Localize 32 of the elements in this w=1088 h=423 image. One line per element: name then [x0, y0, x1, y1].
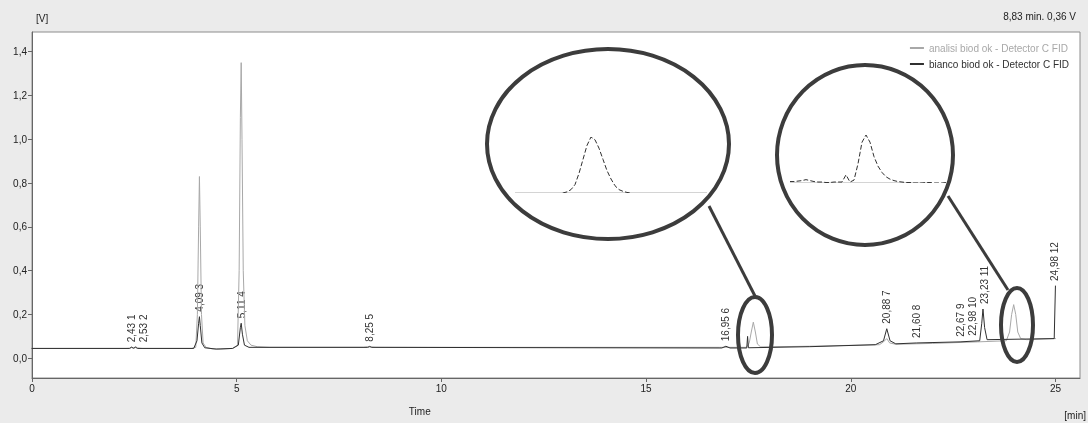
- text: 8,83 min. 0,36 V: [1003, 10, 1077, 22]
- legend-label: analisi biod ok - Detector C FID: [928, 42, 1068, 54]
- x-tick-label: 15: [640, 382, 653, 394]
- y-axis-title: [V]: [36, 12, 49, 24]
- annotation: 4,09 3: [193, 283, 205, 312]
- y-tick-label: 0,6: [13, 221, 28, 233]
- y-tick-label: 0,0: [13, 352, 28, 364]
- x-tick-label: 20: [845, 382, 857, 394]
- y-tick-label: 1,2: [13, 90, 28, 102]
- x-tick-label: 10: [435, 382, 448, 394]
- annotation: 2,53 2: [137, 314, 149, 343]
- annotation: 22,67 9: [954, 303, 966, 337]
- x-tick-label: 25: [1049, 382, 1062, 394]
- x-tick-label: 5: [233, 382, 240, 394]
- annotation: 21,60 8: [910, 304, 922, 338]
- y-tick-label: 0,4: [13, 265, 28, 277]
- annotation: 24,98 12: [1049, 241, 1061, 282]
- annotation: 22,98 10: [967, 296, 979, 336]
- annotation: 8,25 5: [364, 313, 376, 342]
- y-tick-label: 1,0: [13, 133, 28, 145]
- text: [min]: [1064, 409, 1087, 421]
- annotation: 16,95 6: [720, 307, 732, 342]
- annotation: 23,23 11: [979, 265, 991, 305]
- x-axis-title: Time: [408, 405, 432, 417]
- annotation: 20,88 7: [881, 289, 893, 324]
- y-tick-label: 1,4: [13, 46, 28, 58]
- annotation: 5,11 4: [235, 290, 247, 319]
- legend-label: bianco biod ok - Detector C FID: [928, 58, 1069, 70]
- y-tick-label: 0,2: [13, 308, 28, 320]
- y-tick-label: 0,8: [13, 177, 28, 189]
- x-tick-label: 0: [29, 382, 36, 394]
- annotation: 2,43 1: [125, 314, 137, 343]
